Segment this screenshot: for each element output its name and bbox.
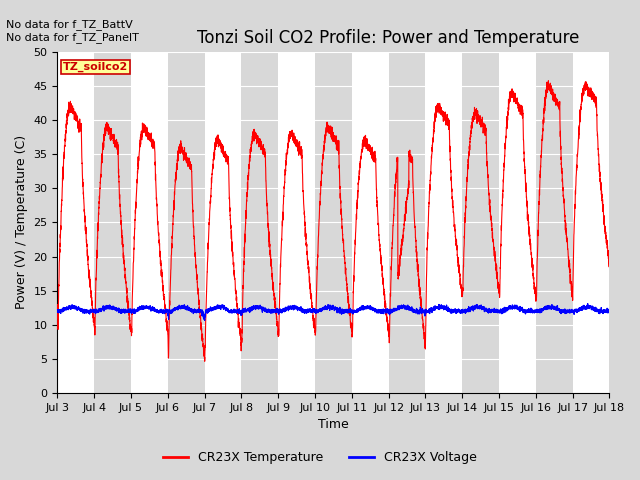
Bar (241, 52, 278, 393)
Y-axis label: Power (V) / Temperature (C): Power (V) / Temperature (C) (15, 135, 28, 310)
Bar (462, 52, 499, 393)
Bar (573, 52, 609, 393)
Bar (205, 52, 241, 393)
Text: No data for f_TZ_BattV
No data for f_TZ_PanelT: No data for f_TZ_BattV No data for f_TZ_… (6, 19, 140, 43)
Bar (499, 52, 536, 393)
Text: TZ_soilco2: TZ_soilco2 (63, 62, 128, 72)
X-axis label: Time: Time (318, 419, 349, 432)
Bar (94, 52, 131, 393)
Title: Tonzi Soil CO2 Profile: Power and Temperature: Tonzi Soil CO2 Profile: Power and Temper… (197, 29, 580, 48)
Bar (131, 52, 168, 393)
Bar (352, 52, 388, 393)
Bar (388, 52, 426, 393)
Legend: CR23X Temperature, CR23X Voltage: CR23X Temperature, CR23X Voltage (159, 446, 481, 469)
Bar (168, 52, 205, 393)
Bar (58, 52, 94, 393)
Bar (536, 52, 573, 393)
Bar (426, 52, 462, 393)
Bar (315, 52, 352, 393)
Bar (278, 52, 315, 393)
